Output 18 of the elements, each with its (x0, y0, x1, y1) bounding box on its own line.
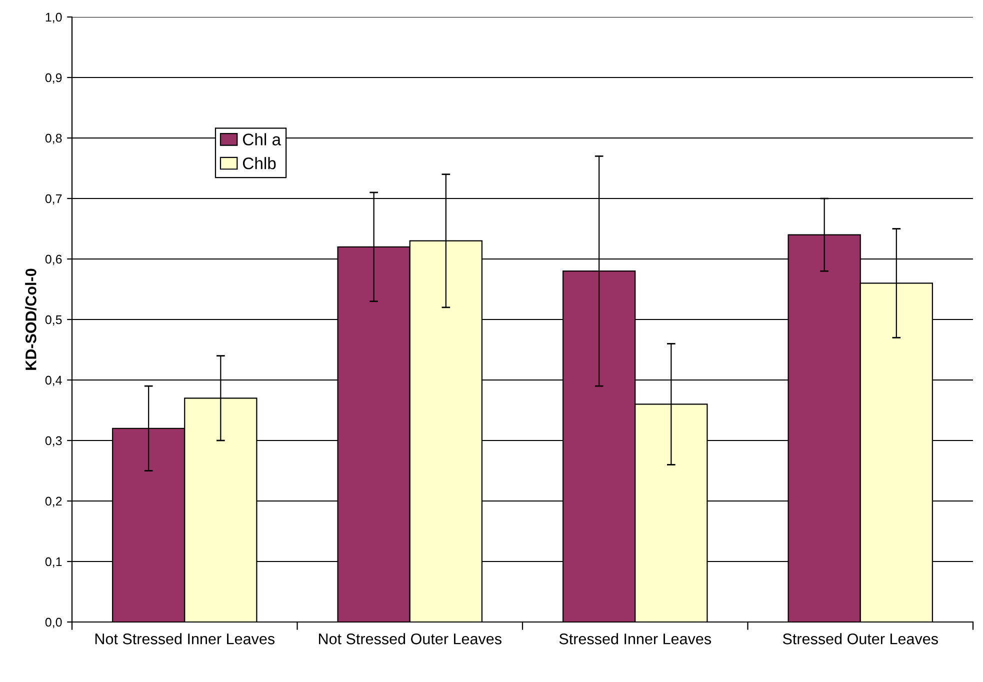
y-tick-label: 0,3 (45, 436, 62, 447)
y-axis-title: KD-SOD/Col-0 (25, 268, 36, 370)
x-tick-label: Stressed Outer Leaves (782, 633, 938, 644)
y-tick-label: 0,4 (45, 376, 62, 386)
y-tick-label: 1,0 (46, 12, 62, 24)
legend-label: Chlb (242, 157, 276, 170)
y-tick-label: 0,0 (45, 618, 62, 628)
y-tick-label: 0,6 (45, 254, 62, 266)
legend-label: Chl a (242, 133, 282, 146)
y-tick-label: 0,7 (45, 194, 62, 205)
x-tick-label: Not Stressed Outer Leaves (318, 633, 502, 644)
y-tick-label: 0,9 (45, 73, 62, 84)
x-tick-label: Not Stressed Inner Leaves (95, 633, 275, 644)
x-tick-label: Stressed Inner Leaves (559, 633, 712, 644)
y-tick-label: 0,5 (45, 315, 62, 326)
y-tick-label: 0,1 (45, 557, 62, 568)
y-tick-label: 0,8 (45, 134, 62, 144)
y-tick-label: 0,2 (45, 496, 62, 508)
